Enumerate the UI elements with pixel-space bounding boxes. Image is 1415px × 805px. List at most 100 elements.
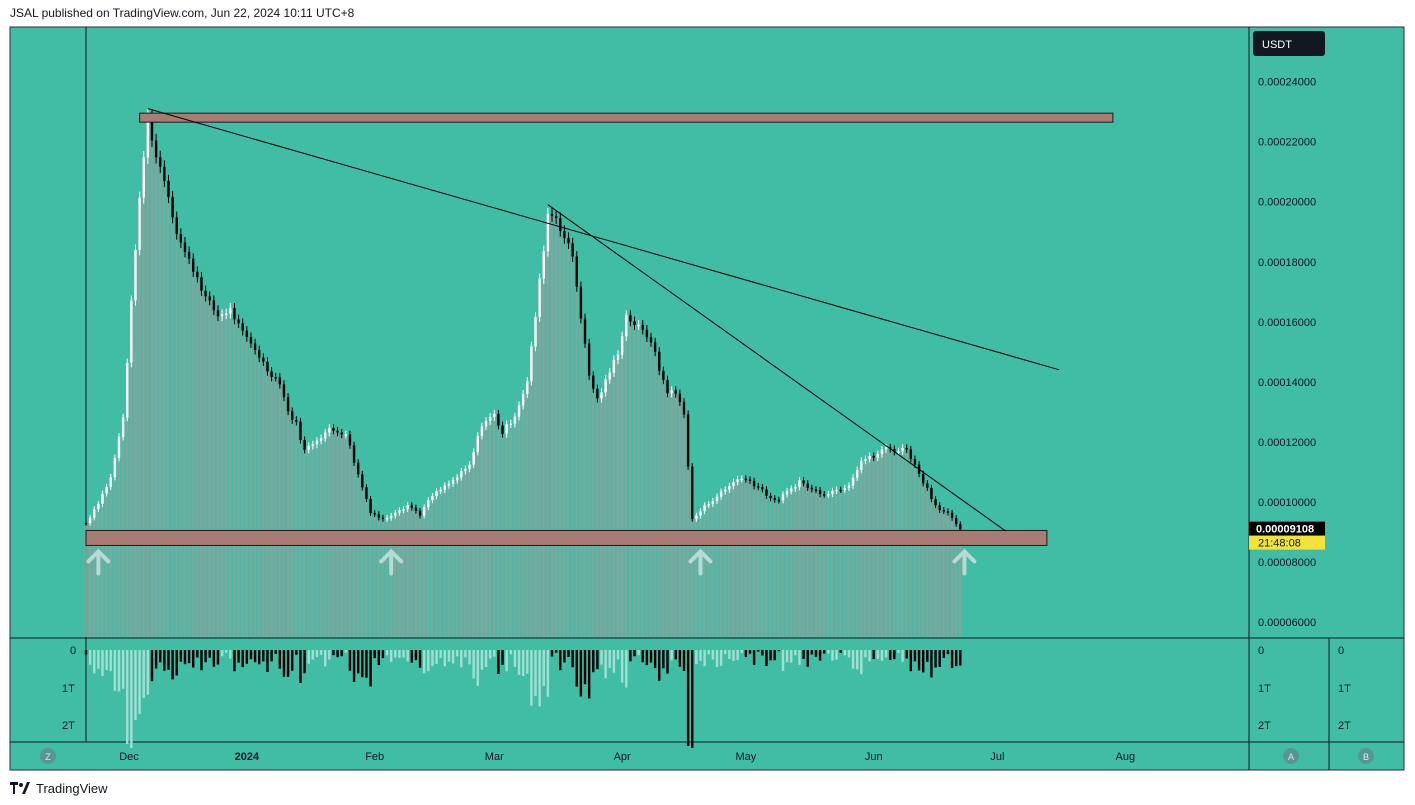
price-bar (550, 213, 554, 637)
candle-body (851, 477, 855, 486)
candle-body (509, 423, 512, 426)
candle-body (171, 197, 174, 218)
candle-body (175, 217, 178, 234)
resistance-zone (139, 112, 1114, 123)
axis-toggle-button[interactable] (1283, 748, 1299, 764)
price-bar (142, 157, 145, 637)
candle-body (394, 512, 397, 516)
price-bar (562, 231, 566, 637)
candle-body (332, 427, 335, 431)
price-bar (294, 420, 298, 637)
volume-bar (691, 650, 694, 748)
price-bar (731, 481, 735, 637)
price-bar (653, 342, 657, 637)
candle-body (431, 496, 434, 501)
volume-bar (249, 650, 253, 660)
candle-body (843, 487, 847, 490)
volume-bar (472, 650, 475, 679)
volume-scale-right: 1T (1258, 683, 1271, 695)
volume-bar (620, 650, 624, 683)
price-bar (736, 479, 739, 637)
volume-bar (422, 650, 426, 674)
price-bar (859, 460, 863, 637)
candle-body (311, 444, 315, 447)
candle-body (497, 413, 500, 426)
volume-bar (575, 650, 578, 687)
price-bar (666, 379, 669, 637)
volume-bar (612, 650, 616, 673)
price-bar (216, 310, 219, 637)
price-bar (356, 462, 360, 637)
volume-bar (480, 650, 484, 670)
price-bar (822, 494, 826, 637)
candle-body (241, 323, 244, 331)
candle-body (662, 370, 665, 380)
candle-body (744, 478, 748, 481)
volume-bar (291, 650, 294, 671)
axis-toggle-button[interactable] (1358, 748, 1374, 764)
volume-scale-left: 0 (70, 645, 76, 657)
volume-bar (637, 650, 640, 656)
price-bar (839, 489, 842, 637)
candle-body (954, 517, 958, 525)
volume-bar (554, 650, 558, 653)
price-bar (224, 313, 228, 637)
price-bar (925, 483, 929, 637)
candle-body (905, 447, 908, 450)
candle-body (410, 505, 414, 508)
price-bar (389, 515, 393, 637)
y-tick-label: 0.00020000 (1258, 197, 1316, 209)
price-bar (459, 471, 463, 637)
candle-body (930, 487, 933, 500)
price-bar (166, 180, 170, 637)
candle-body (117, 436, 121, 458)
x-tick-label: 2024 (235, 751, 260, 763)
price-bar (179, 233, 182, 637)
price-bar (608, 372, 611, 637)
candle-body (418, 510, 422, 516)
candle-body (406, 505, 409, 509)
volume-bar (332, 650, 335, 656)
candle-body (385, 517, 389, 520)
volume-bar (361, 650, 364, 678)
volume-bar (237, 650, 240, 663)
volume-bar (84, 650, 88, 655)
candle-body (769, 495, 772, 499)
volume-bar (921, 650, 925, 673)
candle-body (868, 455, 871, 460)
volume-bar (212, 650, 216, 667)
price-bar (109, 477, 112, 637)
volume-bar (130, 650, 133, 748)
price-bar (649, 337, 653, 637)
volume-bar (171, 650, 174, 680)
trendline-2 (547, 204, 1006, 532)
price-bar (237, 319, 240, 637)
axis-toggle-button[interactable] (40, 748, 56, 764)
volume-bar (414, 650, 418, 661)
volume-bar (567, 650, 570, 658)
candle-body (179, 233, 183, 243)
price-bar (253, 343, 257, 637)
volume-bar (208, 650, 211, 658)
candle-body (381, 517, 385, 520)
volume-bar (674, 650, 677, 660)
candle-body (208, 296, 211, 301)
volume-bar (389, 650, 393, 662)
volume-bar (785, 650, 789, 663)
last-price-tag (1249, 521, 1325, 536)
volume-bar (225, 650, 228, 653)
price-bar (220, 314, 224, 637)
volume-bar (278, 650, 282, 669)
volume-bar (427, 650, 430, 672)
candle-body (109, 477, 112, 487)
volume-bar (418, 650, 422, 668)
publish-info: JSAL published on TradingView.com, Jun 2… (10, 6, 355, 20)
candle-body (278, 377, 282, 385)
candle-body (893, 449, 896, 452)
price-bar (88, 517, 92, 637)
price-bar (579, 286, 582, 637)
price-bar (360, 474, 364, 637)
volume-bar (233, 650, 236, 672)
price-bar (187, 251, 191, 638)
